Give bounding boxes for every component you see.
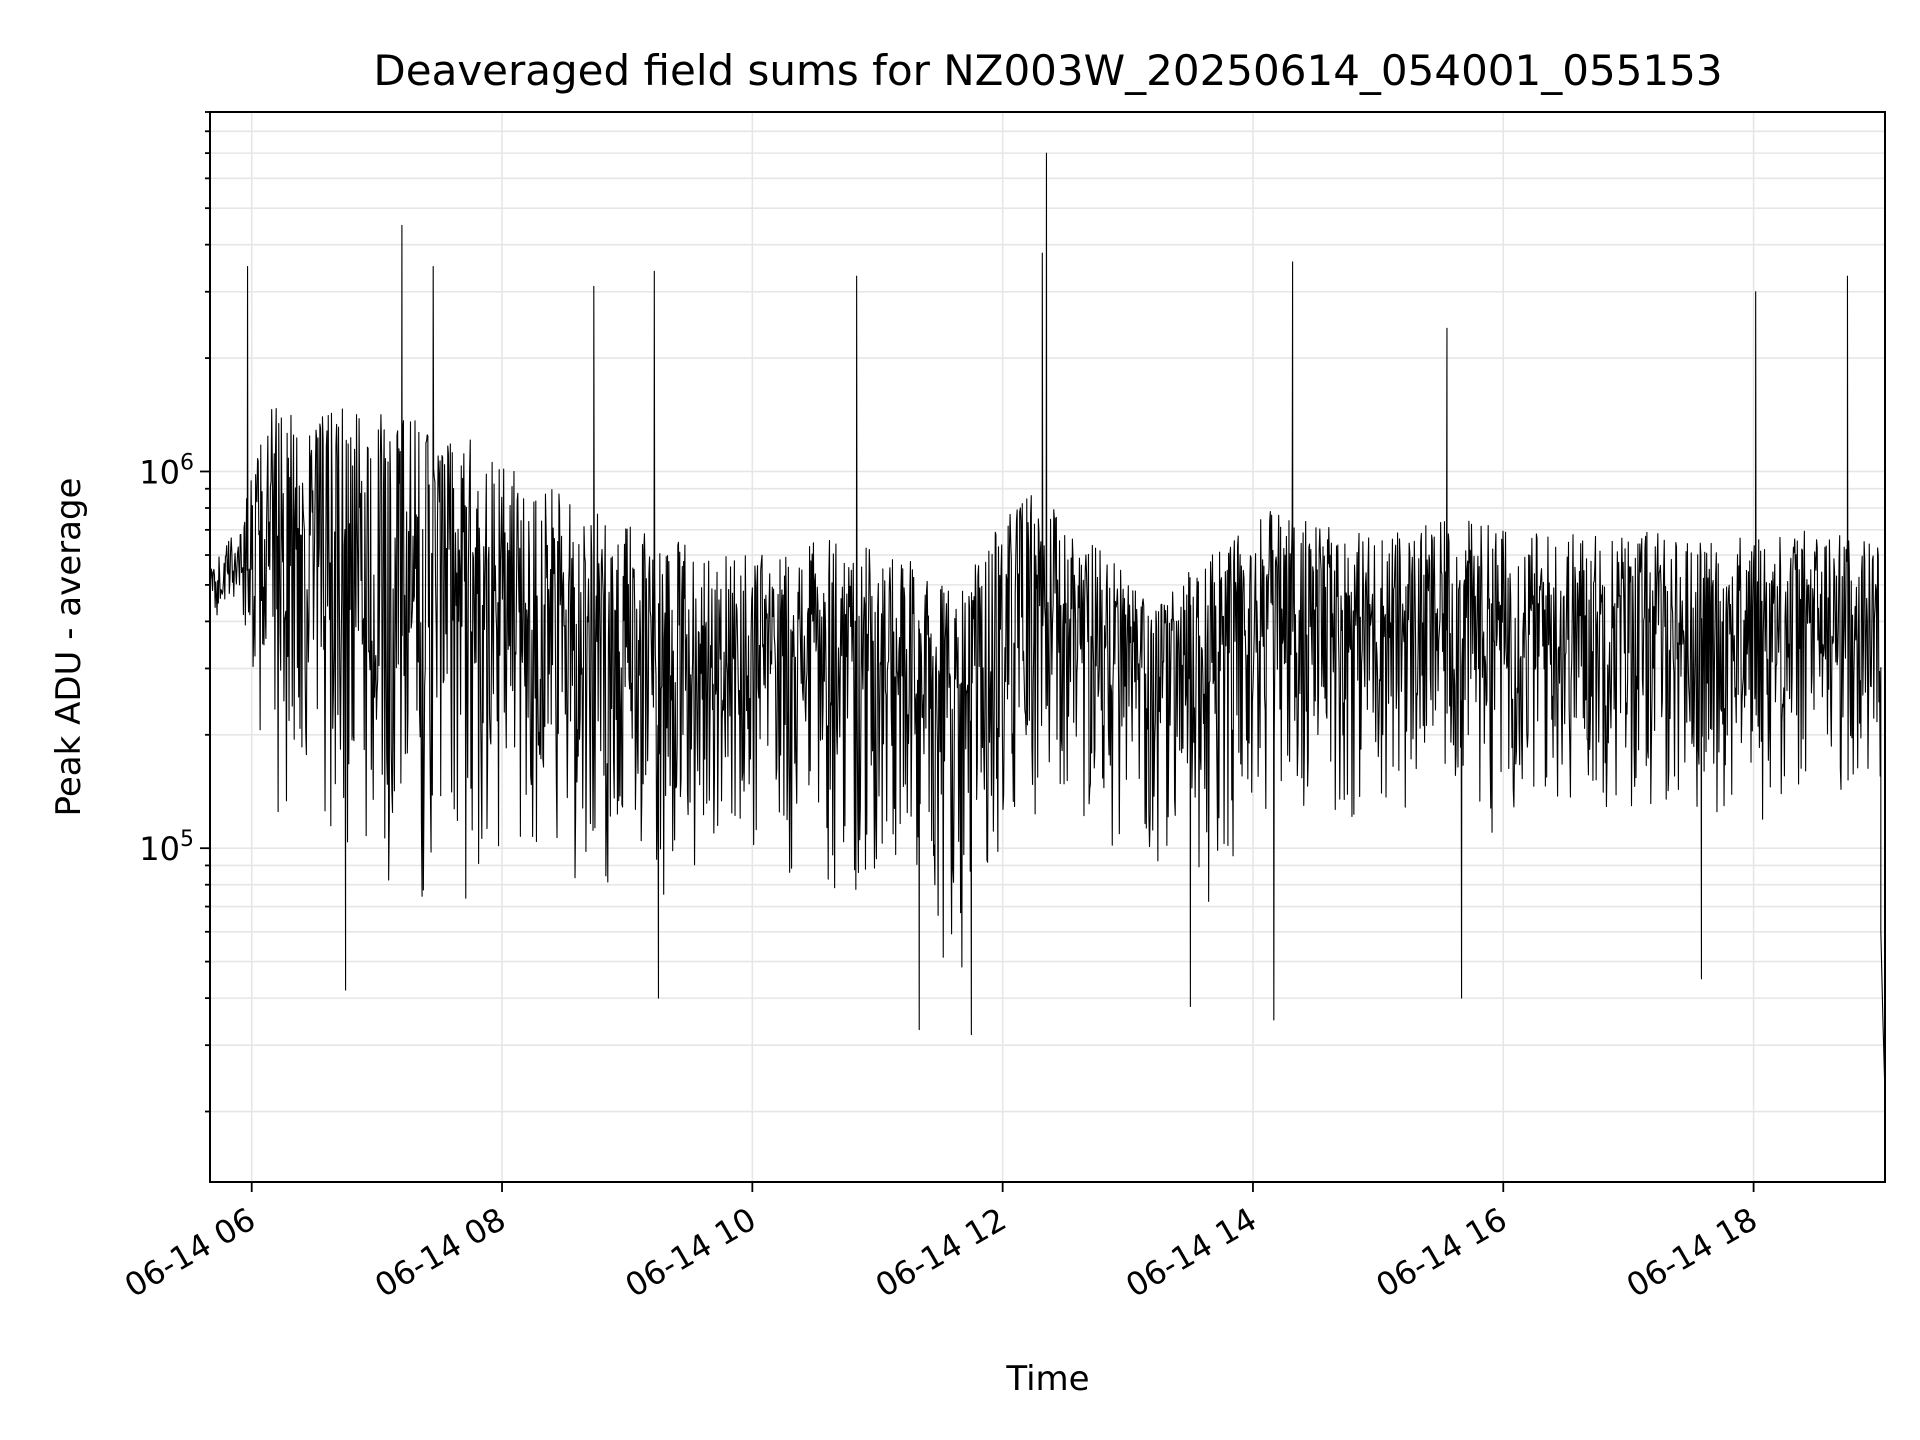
x-axis-title: Time — [1005, 1359, 1089, 1399]
series — [209, 152, 1886, 1159]
plot-area-frame — [209, 111, 1886, 1183]
series-line — [209, 152, 1886, 1159]
y-axis: 105 106 — [139, 111, 210, 1113]
y-tick-label: 106 — [139, 450, 194, 491]
y-axis-title: Peak ADU - average — [49, 478, 89, 817]
chart-title: Deaveraged field sums for NZ003W_2025061… — [373, 46, 1722, 95]
y-tick-label: 105 — [139, 827, 194, 868]
grid — [210, 111, 1885, 1182]
